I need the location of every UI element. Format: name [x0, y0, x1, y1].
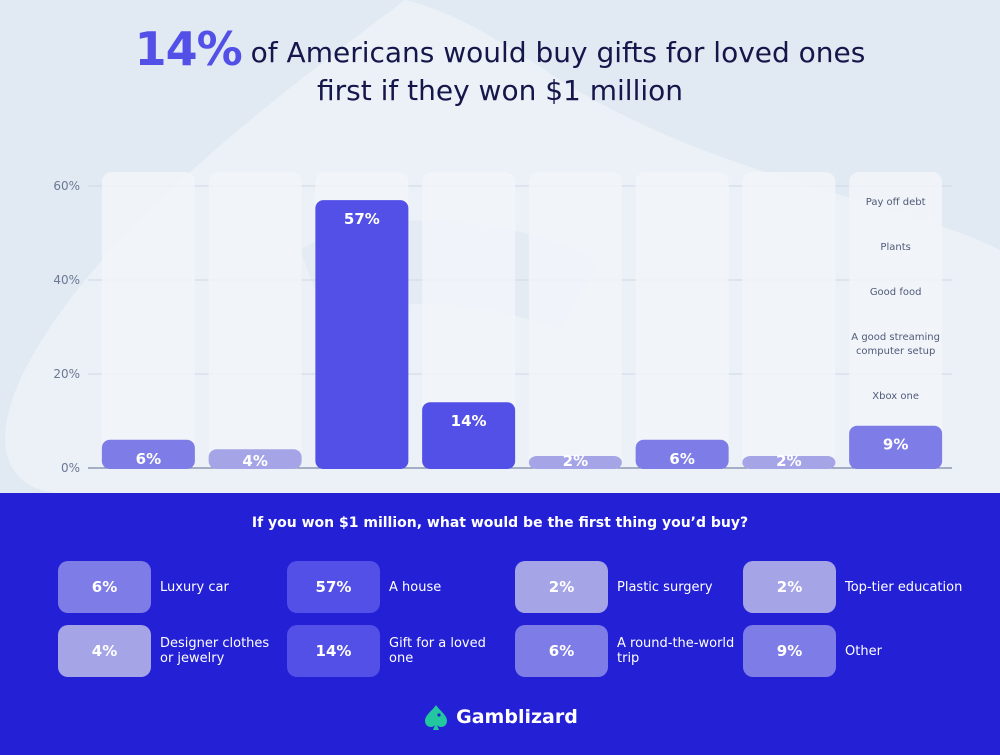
legend-label: Top-tier education [845, 579, 963, 595]
legend-label: A round-the-world trip [617, 636, 735, 666]
legend-label: Designer clothes or jewelry [160, 636, 270, 666]
page-title: 14% of Americans would buy gifts for lov… [0, 26, 1000, 110]
y-tick-label: 40% [53, 273, 80, 287]
bar [422, 402, 516, 469]
bar-value-label: 2% [563, 452, 588, 470]
other-annotation: A good streaming computer setup [851, 332, 940, 357]
brand-logo: Gamblizard [0, 703, 1000, 731]
y-tick-label: 20% [53, 367, 80, 381]
legend-item: 2% Plastic surgery [515, 561, 741, 613]
legend-value-badge: 57% [287, 561, 380, 613]
legend-value-badge: 6% [58, 561, 151, 613]
bar [528, 456, 622, 469]
other-annotation: Xbox one [872, 391, 919, 402]
legend-item: 9% Other [743, 625, 969, 677]
bar-value-label: 6% [136, 450, 161, 468]
bar [849, 425, 943, 469]
bar [101, 439, 195, 469]
bar-value-label: 57% [344, 210, 380, 228]
bar-value-label: 9% [883, 436, 908, 454]
bar-value-label: 4% [242, 452, 267, 470]
legend-item: 4% Designer clothes or jewelry [58, 625, 284, 677]
legend-value-badge: 4% [58, 625, 151, 677]
brand-name: Gamblizard [456, 706, 578, 728]
bar [635, 439, 729, 469]
lizard-spade-icon [425, 705, 448, 730]
bar-track [101, 172, 195, 468]
legend-label: Gift for a loved one [389, 636, 486, 666]
legend-item: 57% A house [287, 561, 513, 613]
bar [208, 449, 302, 469]
legend-value-badge: 6% [515, 625, 608, 677]
bar-value-label: 2% [776, 452, 801, 470]
headline-line2: first if they won $1 million [316, 74, 684, 107]
legend-item: 6% A round-the-world trip [515, 625, 741, 677]
legend-value-badge: 9% [743, 625, 836, 677]
other-annotation: Good food [870, 287, 922, 298]
other-annotation: Plants [880, 242, 910, 253]
legend-item: 14% Gift for a loved one [287, 625, 513, 677]
bar-track [422, 172, 516, 468]
headline-line1: of Americans would buy gifts for loved o… [250, 36, 866, 69]
legend-label: A house [389, 579, 442, 595]
legend-label: Other [845, 643, 882, 659]
bar-track [635, 172, 729, 468]
bar [315, 200, 409, 469]
bar-value-label: 6% [669, 450, 694, 468]
legend-item: 6% Luxury car [58, 561, 284, 613]
bar-track [849, 172, 943, 468]
bar [742, 456, 836, 469]
y-tick-label: 60% [53, 179, 80, 193]
bar-value-label: 14% [451, 412, 487, 430]
legend-value-badge: 14% [287, 625, 380, 677]
headline-highlight: 14% [134, 22, 243, 76]
legend-value-badge: 2% [743, 561, 836, 613]
bar-chart: 0% 20% 40% 60% 6% 4% 57% 14% 2% 6% 2% 9% Pay off deb… [53, 172, 952, 475]
legend-section: If you won $1 million, what would be the… [0, 493, 1000, 755]
legend-value-badge: 2% [515, 561, 608, 613]
bar-track [208, 172, 302, 468]
legend-label: Plastic surgery [617, 579, 713, 595]
bar-track [742, 172, 836, 468]
y-tick-label: 0% [61, 461, 80, 475]
survey-question: If you won $1 million, what would be the… [251, 515, 749, 531]
bar-track [528, 172, 622, 468]
legend-label: Luxury car [160, 579, 229, 595]
legend-item: 2% Top-tier education [743, 561, 969, 613]
chart-section: 14% of Americans would buy gifts for lov… [0, 0, 1000, 493]
other-annotation: Pay off debt [866, 197, 926, 208]
